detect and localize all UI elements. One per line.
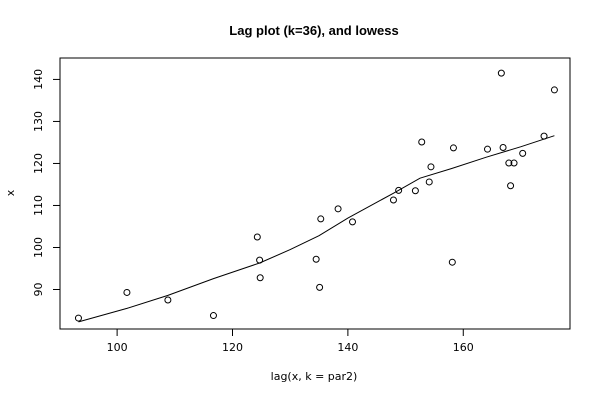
data-point xyxy=(418,138,426,146)
data-point xyxy=(510,159,518,167)
x-axis-label: lag(x, k = par2) xyxy=(271,370,358,383)
x-tick-label: 140 xyxy=(337,341,358,354)
data-point xyxy=(519,149,527,157)
y-tick-label: 140 xyxy=(32,69,45,90)
data-point xyxy=(164,296,172,304)
data-point xyxy=(550,86,558,94)
lowess-line xyxy=(78,135,555,323)
y-tick-label: 90 xyxy=(32,283,45,297)
data-point xyxy=(507,182,515,190)
x-tick-label: 120 xyxy=(222,341,243,354)
y-tick-label: 100 xyxy=(32,237,45,258)
data-point xyxy=(425,178,433,186)
data-point xyxy=(317,215,325,223)
lowess-layer xyxy=(78,135,555,323)
x-axis: 100 120 140 160 xyxy=(107,328,474,354)
y-tick-label: 130 xyxy=(32,111,45,132)
data-point xyxy=(411,187,419,195)
chart-title: Lag plot (k=36), and lowess xyxy=(229,23,398,38)
data-point xyxy=(427,163,435,171)
points-layer xyxy=(74,69,558,322)
data-point xyxy=(484,145,491,153)
data-point xyxy=(449,144,457,152)
data-point xyxy=(448,258,456,266)
data-point xyxy=(334,205,342,213)
data-point xyxy=(74,314,82,322)
y-tick-label: 120 xyxy=(32,153,45,174)
data-point xyxy=(505,159,513,167)
data-point xyxy=(253,233,261,241)
x-tick-label: 100 xyxy=(107,341,128,354)
data-point xyxy=(389,196,397,204)
data-point xyxy=(499,143,507,151)
data-point xyxy=(316,283,324,291)
data-point xyxy=(123,288,131,296)
x-tick-label: 160 xyxy=(453,341,474,354)
y-axis: 90 100 110 120 130 140 xyxy=(32,69,61,297)
y-axis-label: x xyxy=(4,189,17,196)
data-point xyxy=(497,69,505,77)
data-point xyxy=(312,255,320,263)
data-point xyxy=(209,312,217,320)
data-point xyxy=(256,256,264,264)
y-tick-label: 110 xyxy=(32,195,45,216)
data-point xyxy=(349,218,356,226)
data-point xyxy=(256,274,264,282)
data-point xyxy=(395,186,403,194)
data-point xyxy=(540,132,548,140)
